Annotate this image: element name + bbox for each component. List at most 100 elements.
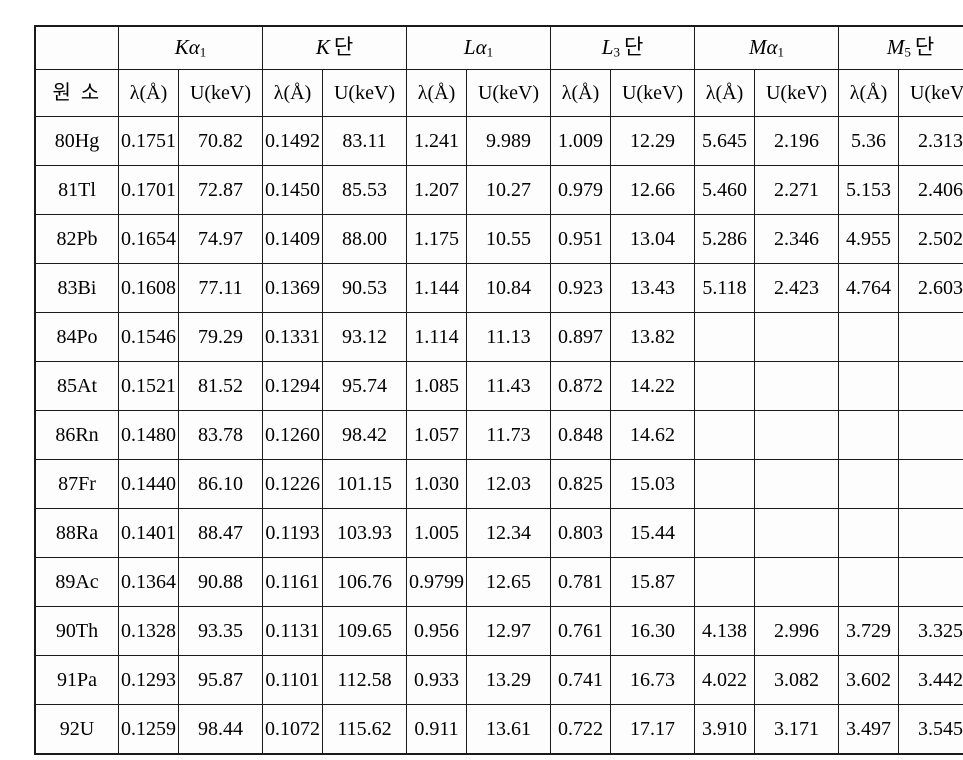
value-cell xyxy=(754,459,840,509)
column-header-ka1-energy: U(keV) xyxy=(177,69,264,117)
value-cell: 10.55 xyxy=(466,214,552,264)
value-cell: 9.989 xyxy=(466,116,552,166)
value-cell: 12.97 xyxy=(466,606,552,656)
group-label-latin: Mα xyxy=(749,35,778,60)
value-cell: 85.53 xyxy=(322,165,408,215)
column-header-k-edge-lambda: λ(Å) xyxy=(262,69,324,117)
value-cell: 5.118 xyxy=(694,263,756,313)
value-cell: 0.722 xyxy=(550,704,612,754)
value-cell xyxy=(898,312,963,362)
value-cell xyxy=(754,557,840,607)
table-row: 88Ra 0.1401 88.47 0.1193 103.93 1.005 12.34 0.8… xyxy=(35,508,963,558)
value-cell xyxy=(838,361,900,411)
column-header-l3-edge-energy: U(keV) xyxy=(610,69,696,117)
value-cell: 74.97 xyxy=(177,214,264,264)
group-label-subscript: 1 xyxy=(199,44,207,60)
value-cell: 5.645 xyxy=(694,116,756,166)
value-cell: 14.22 xyxy=(610,361,696,411)
value-cell: 0.1131 xyxy=(262,606,324,656)
value-cell: 0.951 xyxy=(550,214,612,264)
value-cell: 77.11 xyxy=(177,263,264,313)
column-header-m5-edge-lambda: λ(Å) xyxy=(838,69,900,117)
value-cell: 11.13 xyxy=(466,312,552,362)
value-cell: 15.87 xyxy=(610,557,696,607)
element-cell: 92U xyxy=(35,704,119,754)
value-cell: 4.955 xyxy=(838,214,900,264)
value-cell: 12.03 xyxy=(466,459,552,509)
table-row: 85At 0.1521 81.52 0.1294 95.74 1.085 11.43 0.87… xyxy=(35,361,963,411)
group-label-subscript: 1 xyxy=(777,44,785,60)
value-cell: 0.1259 xyxy=(118,704,179,754)
value-cell: 2.271 xyxy=(754,165,840,215)
table-row: 91Pa 0.1293 95.87 0.1101 112.58 0.933 13.29 0.7… xyxy=(35,655,963,705)
value-cell: 1.175 xyxy=(406,214,468,264)
value-cell: 17.17 xyxy=(610,704,696,754)
element-cell: 81Tl xyxy=(35,165,119,215)
value-cell: 0.1328 xyxy=(118,606,179,656)
value-cell: 5.286 xyxy=(694,214,756,264)
value-cell: 13.04 xyxy=(610,214,696,264)
value-cell: 112.58 xyxy=(322,655,408,705)
value-cell: 93.12 xyxy=(322,312,408,362)
value-cell: 0.1440 xyxy=(118,459,179,509)
column-header-element: 원 소 xyxy=(35,69,119,117)
value-cell: 79.29 xyxy=(177,312,264,362)
value-cell: 90.88 xyxy=(177,557,264,607)
value-cell: 16.73 xyxy=(610,655,696,705)
value-cell xyxy=(694,312,756,362)
column-header-ma1-energy: U(keV) xyxy=(754,69,840,117)
value-cell: 1.009 xyxy=(550,116,612,166)
table-row: 82Pb 0.1654 74.97 0.1409 88.00 1.175 10.55 0.95… xyxy=(35,214,963,264)
element-cell: 91Pa xyxy=(35,655,119,705)
value-cell: 2.603 xyxy=(898,263,963,313)
value-cell: 3.082 xyxy=(754,655,840,705)
element-cell: 90Th xyxy=(35,606,119,656)
value-cell: 2.406 xyxy=(898,165,963,215)
value-cell: 4.138 xyxy=(694,606,756,656)
value-cell: 103.93 xyxy=(322,508,408,558)
value-cell: 2.196 xyxy=(754,116,840,166)
value-cell xyxy=(838,459,900,509)
value-cell: 10.27 xyxy=(466,165,552,215)
value-cell: 0.1654 xyxy=(118,214,179,264)
column-header-k-edge-energy: U(keV) xyxy=(322,69,408,117)
group-label-subscript: 5 xyxy=(904,44,911,60)
value-cell: 0.1260 xyxy=(262,410,324,460)
value-cell: 13.43 xyxy=(610,263,696,313)
value-cell: 0.1072 xyxy=(262,704,324,754)
energy-label: U(keV) xyxy=(765,82,828,104)
lambda-label: λ(Å) xyxy=(705,82,744,104)
group-label-latin: Kα xyxy=(174,35,200,60)
element-cell: 87Fr xyxy=(35,459,119,509)
element-cell: 82Pb xyxy=(35,214,119,264)
value-cell: 3.325 xyxy=(898,606,963,656)
column-header-ka1-lambda: λ(Å) xyxy=(118,69,179,117)
value-cell: 0.1492 xyxy=(262,116,324,166)
value-cell: 0.1161 xyxy=(262,557,324,607)
value-cell: 0.1546 xyxy=(118,312,179,362)
value-cell: 0.1521 xyxy=(118,361,179,411)
value-cell: 3.910 xyxy=(694,704,756,754)
value-cell: 0.1331 xyxy=(262,312,324,362)
value-cell: 1.144 xyxy=(406,263,468,313)
value-cell: 86.10 xyxy=(177,459,264,509)
value-cell xyxy=(694,410,756,460)
value-cell: 93.35 xyxy=(177,606,264,656)
lambda-label: λ(Å) xyxy=(129,82,168,104)
value-cell: 115.62 xyxy=(322,704,408,754)
value-cell xyxy=(754,361,840,411)
table-row: 84Po 0.1546 79.29 0.1331 93.12 1.114 11.13 0.89… xyxy=(35,312,963,362)
value-cell: 0.1450 xyxy=(262,165,324,215)
value-cell: 90.53 xyxy=(322,263,408,313)
value-cell: 0.848 xyxy=(550,410,612,460)
value-cell xyxy=(898,361,963,411)
value-cell: 95.74 xyxy=(322,361,408,411)
value-cell xyxy=(694,557,756,607)
table-row: 90Th 0.1328 93.35 0.1131 109.65 0.956 12.97 0.7… xyxy=(35,606,963,656)
column-header-la1-lambda: λ(Å) xyxy=(406,69,468,117)
value-cell: 1.005 xyxy=(406,508,468,558)
group-label-korean: 단 xyxy=(914,35,935,60)
group-label-korean: 단 xyxy=(333,35,354,60)
